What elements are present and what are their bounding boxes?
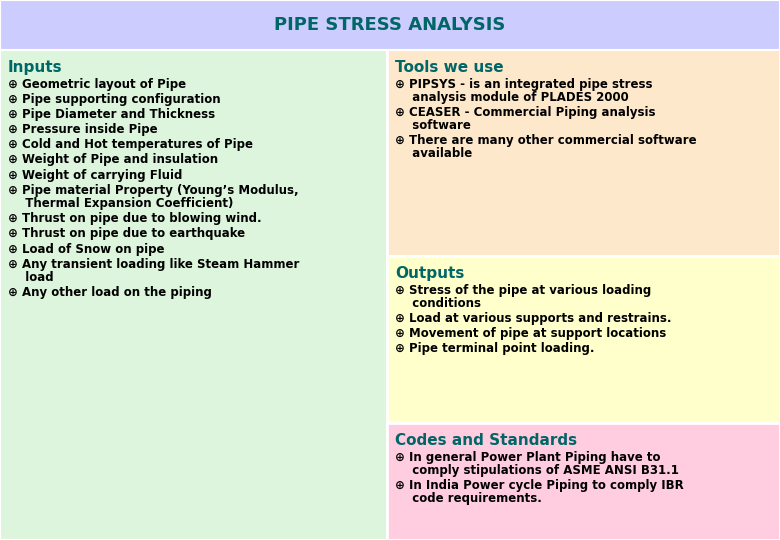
Text: Inputs: Inputs (8, 60, 62, 75)
Text: ⊕ Movement of pipe at support locations: ⊕ Movement of pipe at support locations (395, 327, 666, 340)
FancyBboxPatch shape (0, 50, 387, 540)
Text: Outputs: Outputs (395, 266, 464, 281)
Text: ⊕ Stress of the pipe at various loading: ⊕ Stress of the pipe at various loading (395, 284, 651, 296)
Text: ⊕ Any transient loading like Steam Hammer: ⊕ Any transient loading like Steam Hamme… (8, 258, 300, 271)
Text: load: load (17, 271, 54, 284)
Text: code requirements.: code requirements. (404, 492, 542, 505)
Text: ⊕ CEASER - Commercial Piping analysis: ⊕ CEASER - Commercial Piping analysis (395, 106, 655, 119)
Text: ⊕ Weight of Pipe and insulation: ⊕ Weight of Pipe and insulation (8, 153, 218, 166)
Text: ⊕ Weight of carrying Fluid: ⊕ Weight of carrying Fluid (8, 168, 183, 181)
Text: analysis module of PLADES 2000: analysis module of PLADES 2000 (404, 91, 629, 104)
Text: ⊕ Load at various supports and restrains.: ⊕ Load at various supports and restrains… (395, 312, 672, 325)
FancyBboxPatch shape (387, 50, 780, 256)
Text: PIPE STRESS ANALYSIS: PIPE STRESS ANALYSIS (275, 16, 505, 34)
Text: ⊕ PIPSYS - is an integrated pipe stress: ⊕ PIPSYS - is an integrated pipe stress (395, 78, 653, 91)
Text: ⊕ Thrust on pipe due to blowing wind.: ⊕ Thrust on pipe due to blowing wind. (8, 212, 261, 225)
Text: ⊕ Pipe terminal point loading.: ⊕ Pipe terminal point loading. (395, 342, 594, 355)
Text: ⊕ In general Power Plant Piping have to: ⊕ In general Power Plant Piping have to (395, 450, 661, 464)
Text: software: software (404, 119, 471, 132)
Text: available: available (404, 147, 473, 160)
Text: ⊕ Any other load on the piping: ⊕ Any other load on the piping (8, 286, 212, 299)
Text: ⊕ Cold and Hot temperatures of Pipe: ⊕ Cold and Hot temperatures of Pipe (8, 138, 253, 151)
FancyBboxPatch shape (387, 423, 780, 540)
Text: Tools we use: Tools we use (395, 60, 504, 75)
Text: ⊕ Pipe supporting configuration: ⊕ Pipe supporting configuration (8, 93, 221, 106)
Text: ⊕ Pressure inside Pipe: ⊕ Pressure inside Pipe (8, 123, 158, 136)
Text: ⊕ In India Power cycle Piping to comply IBR: ⊕ In India Power cycle Piping to comply … (395, 479, 684, 492)
FancyBboxPatch shape (0, 0, 780, 50)
FancyBboxPatch shape (387, 256, 780, 423)
Text: ⊕ Geometric layout of Pipe: ⊕ Geometric layout of Pipe (8, 78, 186, 91)
Text: ⊕ Thrust on pipe due to earthquake: ⊕ Thrust on pipe due to earthquake (8, 227, 245, 240)
Text: conditions: conditions (404, 297, 481, 310)
Text: ⊕ Pipe material Property (Young’s Modulus,: ⊕ Pipe material Property (Young’s Modulu… (8, 184, 299, 197)
Text: ⊕ There are many other commercial software: ⊕ There are many other commercial softwa… (395, 134, 697, 147)
Text: ⊕ Load of Snow on pipe: ⊕ Load of Snow on pipe (8, 242, 165, 255)
Text: ⊕ Pipe Diameter and Thickness: ⊕ Pipe Diameter and Thickness (8, 108, 215, 121)
Text: comply stipulations of ASME ANSI B31.1: comply stipulations of ASME ANSI B31.1 (404, 464, 679, 477)
Text: Thermal Expansion Coefficient): Thermal Expansion Coefficient) (17, 197, 234, 210)
Text: Codes and Standards: Codes and Standards (395, 433, 577, 448)
